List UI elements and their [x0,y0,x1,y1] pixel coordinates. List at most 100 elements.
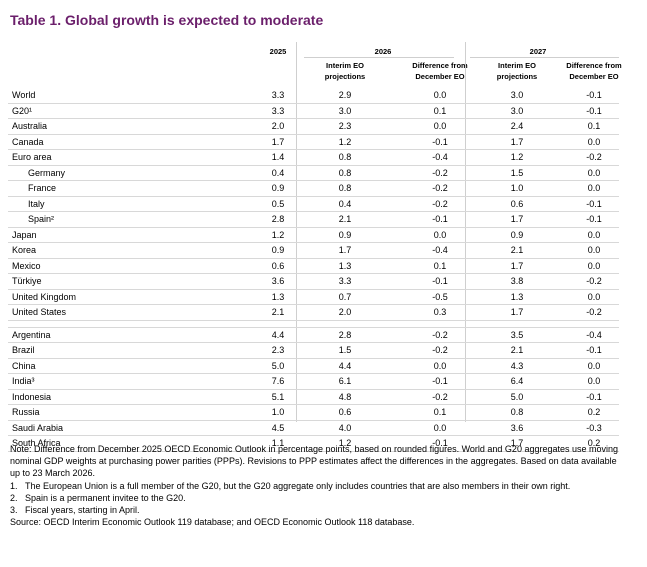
value-2027-projection: 1.7 [510,438,524,448]
value-2027-difference: -0.1 [586,391,602,402]
country-name: World [12,90,36,100]
header-year-2025: 2025 [269,47,287,56]
value-2026-projection: 2.0 [338,307,352,317]
table-row: South Africa 1.1 1.2 -0.1 1.7 0.2 [8,436,619,452]
value-2026-difference: -0.1 [432,376,448,386]
value-2027-projection: 3.0 [510,105,524,116]
header-year-2027: 2027 [529,47,547,56]
value-2027-difference: 0.0 [587,376,601,386]
country-name: Italy [28,198,45,209]
value-2026-projection: 0.9 [338,229,352,240]
value-2025: 4.5 [271,422,285,433]
value-2026-projection: 3.3 [338,276,352,286]
note-main: Note: Difference from December 2025 OECD… [10,444,619,479]
table-row: France 0.9 0.8 -0.2 1.0 0.0 [8,181,619,197]
value-2027-difference: -0.2 [586,152,602,162]
value-2026-difference: -0.4 [432,152,448,162]
footnote-2: 2. Spain is a permanent invitee to the G2… [10,492,186,503]
country-name: Brazil [12,345,35,355]
table-row: United States 2.1 2.0 0.3 1.7 -0.2 [8,305,619,321]
value-2025: 1.0 [271,407,285,417]
value-2026-projection: 2.1 [338,214,352,224]
country-name: Mexico [12,260,41,271]
table-row: Argentina 4.4 2.8 -0.2 3.5 -0.4 [8,326,619,343]
table-row: Canada 1.7 1.2 -0.1 1.7 0.0 [8,135,619,150]
country-name: Argentina [12,329,51,340]
table-notes: Note: Difference from December 2025 OECD… [10,443,625,528]
table-title: Table 1. Global growth is expected to mo… [10,12,324,28]
value-2026-projection: 0.7 [338,291,352,302]
country-name: Germany [28,167,66,178]
value-2027-projection: 3.8 [510,276,524,286]
value-2027-projection: 1.5 [510,167,524,178]
value-2026-difference: 0.0 [433,229,447,240]
value-2026-difference: -0.2 [432,167,448,178]
country-name: United States [12,307,67,317]
footnote-3: 3. Fiscal years, starting in April. [10,505,140,516]
value-2026-difference: -0.5 [432,291,448,302]
table-body: World 3.3 2.9 0.0 3.0 -0.1 G20¹ 3.3 3.0 0.1 3.0 -0.… [8,88,619,452]
value-2027-projection: 6.4 [510,376,524,386]
source-note: Source: OECD Interim Economic Outlook 11… [10,517,415,528]
table-row: Australia 2.0 2.3 0.0 2.4 0.1 [8,119,619,135]
table-row: G20¹ 3.3 3.0 0.1 3.0 -0.1 [8,104,619,119]
value-2026-projection: 1.3 [338,260,352,271]
value-2027-difference: -0.3 [586,422,602,433]
value-2026-projection: 4.0 [338,422,352,433]
country-name: Spain² [28,214,55,224]
value-2027-projection: 1.0 [510,183,524,193]
country-name: Korea [12,245,37,255]
underline-2026 [304,57,454,58]
value-2027-difference: -0.4 [586,329,602,340]
value-2025: 0.9 [271,183,285,193]
value-2026-difference: 0.3 [433,307,447,317]
value-2026-projection: 1.2 [338,136,352,147]
value-2025: 0.6 [271,260,285,271]
table-row: World 3.3 2.9 0.0 3.0 -0.1 [8,88,619,104]
value-2027-difference: -0.1 [586,198,602,209]
header-2027-difference: Difference from December EO [566,61,622,81]
value-2025: 3.6 [271,276,285,286]
value-2027-difference: 0.0 [587,360,601,371]
value-2026-projection: 0.4 [338,198,352,209]
value-2026-projection: 3.0 [338,105,352,116]
value-2026-projection: 4.4 [338,360,352,371]
table-row: Russia 1.0 0.6 0.1 0.8 0.2 [8,405,619,421]
value-2027-difference: -0.1 [586,214,602,224]
value-2026-difference: 0.1 [433,407,447,417]
value-2026-projection: 6.1 [338,376,352,386]
value-2027-difference: -0.1 [586,345,602,355]
value-2025: 5.1 [271,391,285,402]
value-2025: 1.1 [271,438,285,448]
value-2025: 1.2 [271,229,285,240]
table-row: Mexico 0.6 1.3 0.1 1.7 0.0 [8,259,619,274]
table-row: Euro area 1.4 0.8 -0.4 1.2 -0.2 [8,150,619,166]
value-2027-difference: 0.2 [587,438,601,448]
value-2027-projection: 4.3 [510,360,524,371]
value-2025: 3.3 [271,105,285,116]
value-2026-projection: 1.2 [338,438,352,448]
value-2026-difference: 0.0 [433,90,447,100]
value-2026-difference: 0.1 [433,260,447,271]
value-2026-difference: 0.0 [433,360,447,371]
value-2026-projection: 1.7 [338,245,352,255]
value-2027-projection: 2.1 [510,245,524,255]
value-2026-difference: -0.2 [432,329,448,340]
value-2026-difference: 0.0 [433,121,447,131]
header-2026-projections: Interim EO projections [324,61,366,81]
table-row: Korea 0.9 1.7 -0.4 2.1 0.0 [8,243,619,259]
country-name: Euro area [12,152,52,162]
value-2027-projection: 2.4 [510,121,524,131]
table-row: Saudi Arabia 4.5 4.0 0.0 3.6 -0.3 [8,421,619,436]
value-2026-projection: 0.8 [338,167,352,178]
country-name: China [12,360,36,371]
value-2027-difference: 0.1 [587,121,601,131]
value-2026-difference: -0.2 [432,183,448,193]
value-2027-projection: 0.6 [510,198,524,209]
value-2026-difference: -0.1 [432,438,448,448]
value-2026-difference: -0.1 [432,136,448,147]
value-2025: 1.7 [271,136,285,147]
value-2026-difference: -0.2 [432,198,448,209]
value-2025: 2.1 [271,307,285,317]
value-2026-difference: 0.1 [433,105,447,116]
